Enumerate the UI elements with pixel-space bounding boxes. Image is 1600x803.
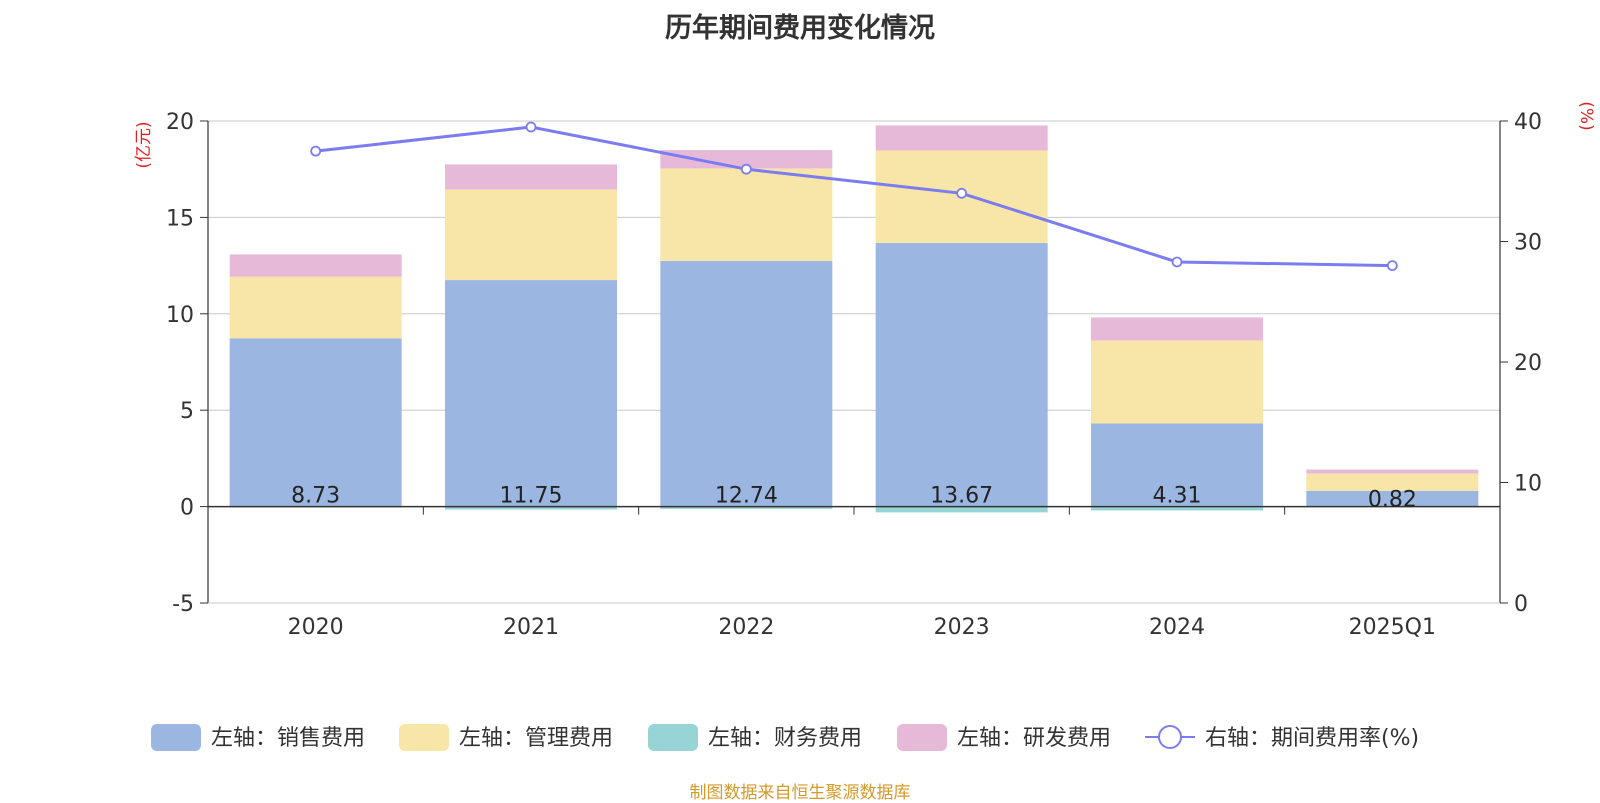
x-tick-label: 2020 <box>288 615 344 640</box>
left-tick-label: 10 <box>166 303 194 328</box>
bar-finance <box>1091 506 1263 511</box>
chart-svg: -5 0 5 10 15 20 0 10 20 30 40 (亿元) (%) 2020 2021 2022 20… <box>134 101 1596 751</box>
bar-sales <box>229 338 402 507</box>
legend-swatch-sales <box>151 724 201 751</box>
bar-sales <box>1091 423 1263 507</box>
bar-admin <box>1091 340 1263 424</box>
data-label: 4.31 <box>1153 484 1202 509</box>
bar-rd <box>875 125 1048 151</box>
bar-finance <box>660 506 833 509</box>
bar-finance <box>445 506 617 510</box>
data-label: 8.73 <box>291 484 340 509</box>
legend-label: 左轴：财务费用 <box>708 726 862 751</box>
bar-rd <box>445 164 617 190</box>
x-tick-label: 2024 <box>1149 615 1205 640</box>
left-tick-label: 20 <box>166 110 194 135</box>
bar-admin <box>660 168 833 261</box>
rate-point <box>956 187 968 199</box>
left-tick-label: 15 <box>166 206 194 231</box>
data-label: 0.82 <box>1368 488 1417 513</box>
legend-label: 左轴：销售费用 <box>211 726 365 751</box>
x-tick-label: 2022 <box>718 615 774 640</box>
rate-point <box>740 163 752 175</box>
bar-rd <box>660 150 833 169</box>
x-tick-label: 2023 <box>934 615 990 640</box>
rate-point <box>310 145 322 157</box>
bar-rd <box>229 254 402 277</box>
left-axis-unit: (亿元) <box>134 121 154 168</box>
left-tick-label: -5 <box>172 592 194 617</box>
bar-sales <box>875 243 1048 507</box>
legend-label: 左轴：管理费用 <box>459 726 613 751</box>
rate-point <box>525 121 537 133</box>
bar-sales <box>1306 490 1479 507</box>
data-label: 13.67 <box>930 484 993 509</box>
rate-point <box>1386 260 1398 272</box>
right-tick-label: 10 <box>1514 472 1542 497</box>
x-tick-label: 2025Q1 <box>1349 615 1436 640</box>
right-tick-label: 0 <box>1514 592 1528 617</box>
legend-label: 左轴：研发费用 <box>957 726 1111 751</box>
rate-point <box>1171 256 1183 268</box>
legend-swatch-admin <box>399 724 449 751</box>
data-label: 11.75 <box>500 484 563 509</box>
legend-swatch-rd <box>897 724 947 751</box>
legend-swatch-finance <box>648 724 698 751</box>
chart-title: 历年期间费用变化情况 <box>665 13 935 44</box>
source-note: 制图数据来自恒生聚源数据库 <box>689 783 911 803</box>
bar-rd <box>1091 317 1263 341</box>
bar-finance <box>875 506 1048 513</box>
right-tick-label: 30 <box>1514 231 1542 256</box>
bar-admin <box>445 189 617 281</box>
bar-sales <box>660 260 833 507</box>
x-tick-label: 2021 <box>503 615 559 640</box>
bar-sales <box>445 280 617 507</box>
right-axis-unit: (%) <box>1576 101 1596 130</box>
rate-line <box>315 125 1393 268</box>
left-tick-label: 5 <box>180 399 194 424</box>
right-tick-label: 20 <box>1514 351 1542 376</box>
bar-rd <box>1306 469 1479 474</box>
legend-label: 右轴：期间费用率(%) <box>1205 726 1419 751</box>
left-tick-label: 0 <box>180 496 194 521</box>
data-label: 12.74 <box>715 484 778 509</box>
bar-admin <box>229 276 402 339</box>
bar-admin <box>1306 473 1479 491</box>
right-tick-label: 40 <box>1514 110 1542 135</box>
legend-marker <box>1158 725 1182 749</box>
